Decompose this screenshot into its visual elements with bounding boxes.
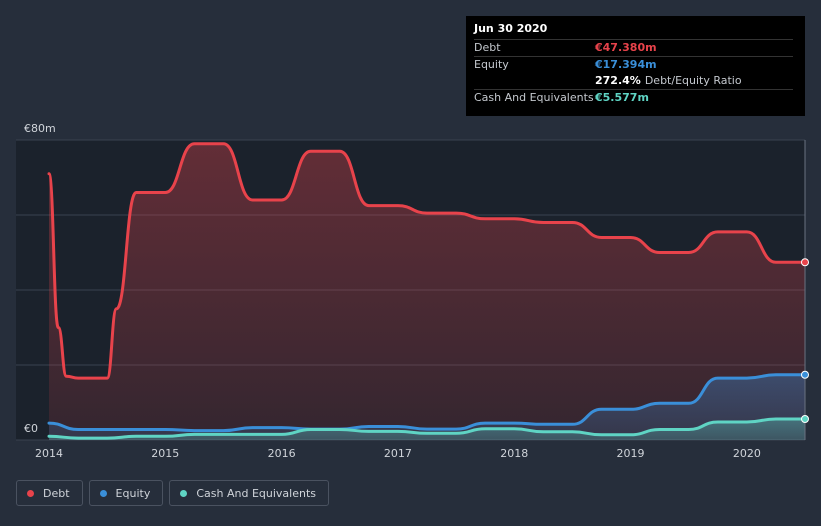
- series-layer: [47, 142, 807, 441]
- tooltip-equity-label: Equity: [474, 58, 509, 71]
- cash-line: [47, 417, 807, 440]
- x-tick-label: 2017: [384, 447, 412, 460]
- debt-dot-icon: [27, 489, 34, 497]
- y-tick-label: €0: [24, 422, 38, 435]
- legend-item-equity[interactable]: Equity: [88, 480, 164, 506]
- tooltip-debt-row: Debt €47.380m: [474, 39, 793, 56]
- x-tick-label: 2016: [268, 447, 296, 460]
- equity-end-marker: [801, 370, 809, 379]
- debt-line: [47, 142, 807, 380]
- x-tick-label: 2020: [733, 447, 761, 460]
- cash-dot-icon: [180, 489, 188, 497]
- y-tick-label: €80m: [24, 122, 56, 135]
- legend-cash-label: Cash And Equivalents: [196, 486, 316, 500]
- end-markers: [801, 258, 809, 423]
- tooltip-debt-value: €47.380m: [595, 41, 657, 54]
- x-tick-label: 2014: [35, 447, 63, 460]
- equity-line: [47, 373, 807, 433]
- x-tick-label: 2015: [151, 447, 179, 460]
- tooltip-cash-row: Cash And Equivalents €5.577m: [474, 89, 793, 106]
- legend: Debt Equity Cash And Equivalents: [16, 480, 329, 506]
- tooltip: Jun 30 2020 Debt €47.380m Equity €17.394…: [466, 16, 805, 116]
- legend-equity-label: Equity: [115, 486, 151, 500]
- tooltip-debt-label: Debt: [474, 41, 501, 54]
- tooltip-ratio-row: 272.4% Debt/Equity Ratio: [474, 73, 793, 89]
- tooltip-cash-label: Cash And Equivalents: [474, 91, 594, 104]
- cash-end-marker: [801, 415, 809, 423]
- x-tick-label: 2018: [500, 447, 528, 460]
- tooltip-date: Jun 30 2020: [474, 22, 548, 35]
- debt-area: [49, 143, 805, 441]
- legend-item-cash[interactable]: Cash And Equivalents: [169, 480, 329, 506]
- equity-dot-icon: [99, 489, 107, 497]
- axis-ticks: €0 €80m 2014 2015 2016 2017 2018 2019 2020: [24, 122, 761, 460]
- tooltip-cash-value: €5.577m: [595, 91, 649, 104]
- legend-debt-label: Debt: [43, 486, 70, 500]
- legend-item-debt[interactable]: Debt: [16, 480, 83, 506]
- x-tick-label: 2019: [617, 447, 645, 460]
- debt-end-marker: [801, 258, 809, 267]
- tooltip-equity-row: Equity €17.394m: [474, 56, 793, 73]
- tooltip-ratio-value: 272.4%: [595, 74, 641, 87]
- tooltip-ratio-label: Debt/Equity Ratio: [644, 74, 742, 87]
- tooltip-equity-value: €17.394m: [595, 58, 657, 71]
- equity-area: [49, 374, 805, 440]
